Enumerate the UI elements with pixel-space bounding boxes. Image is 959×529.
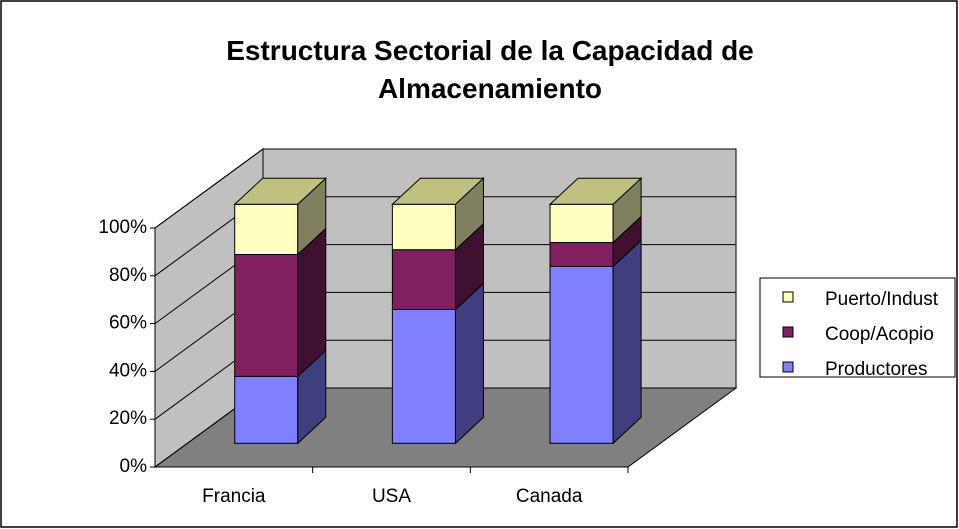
bar-side bbox=[454, 282, 484, 445]
chart-title: Estructura Sectorial de la Capacidad de … bbox=[226, 35, 754, 104]
y-tick-label: 20% bbox=[109, 408, 147, 429]
bar-top bbox=[548, 177, 643, 205]
x-tick-label: USA bbox=[372, 486, 411, 507]
bar-top bbox=[233, 177, 328, 205]
bar-front bbox=[391, 249, 456, 310]
bar-front bbox=[391, 203, 456, 251]
bar-front bbox=[549, 203, 614, 244]
bar-side bbox=[612, 239, 642, 445]
bar-front bbox=[234, 203, 299, 255]
legend-swatch bbox=[782, 326, 794, 338]
legend-label: Coop/Acopio bbox=[825, 324, 934, 345]
x-tick-label: Canada bbox=[516, 486, 583, 507]
y-tick-label: 0% bbox=[120, 456, 148, 477]
y-tick-label: 100% bbox=[98, 217, 147, 238]
y-tick-label: 80% bbox=[109, 265, 147, 286]
legend-label: Productores bbox=[825, 359, 927, 380]
back-wall bbox=[262, 148, 737, 389]
bar-front bbox=[549, 265, 614, 444]
bar-top bbox=[391, 177, 485, 205]
bar-front bbox=[391, 308, 456, 444]
legend-label: Puerto/Indust bbox=[825, 289, 939, 310]
bar-front bbox=[234, 375, 299, 444]
bar-front bbox=[234, 253, 299, 377]
y-tick-label: 40% bbox=[109, 360, 147, 381]
legend-swatch bbox=[782, 291, 794, 303]
grid-line bbox=[154, 148, 736, 229]
y-tick-label: 60% bbox=[109, 313, 147, 334]
legend-swatch bbox=[782, 361, 794, 373]
x-tick-label: Francia bbox=[202, 486, 266, 507]
bar-front bbox=[549, 242, 614, 267]
